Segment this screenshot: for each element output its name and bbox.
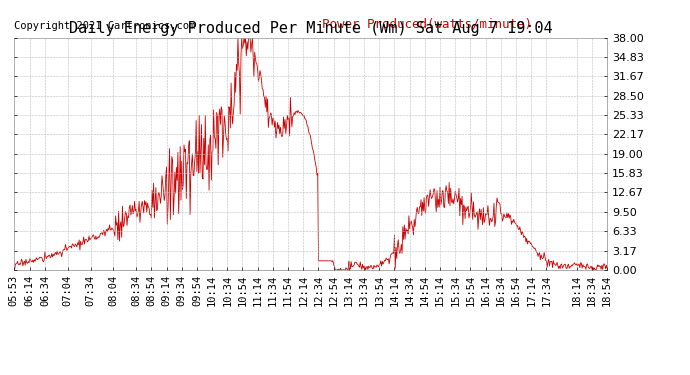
- Text: Power Produced(watts/minute): Power Produced(watts/minute): [322, 18, 533, 30]
- Text: Copyright 2021 Cartronics.com: Copyright 2021 Cartronics.com: [14, 21, 195, 30]
- Title: Daily Energy Produced Per Minute (Wm) Sat Aug 7 19:04: Daily Energy Produced Per Minute (Wm) Sa…: [69, 21, 552, 36]
